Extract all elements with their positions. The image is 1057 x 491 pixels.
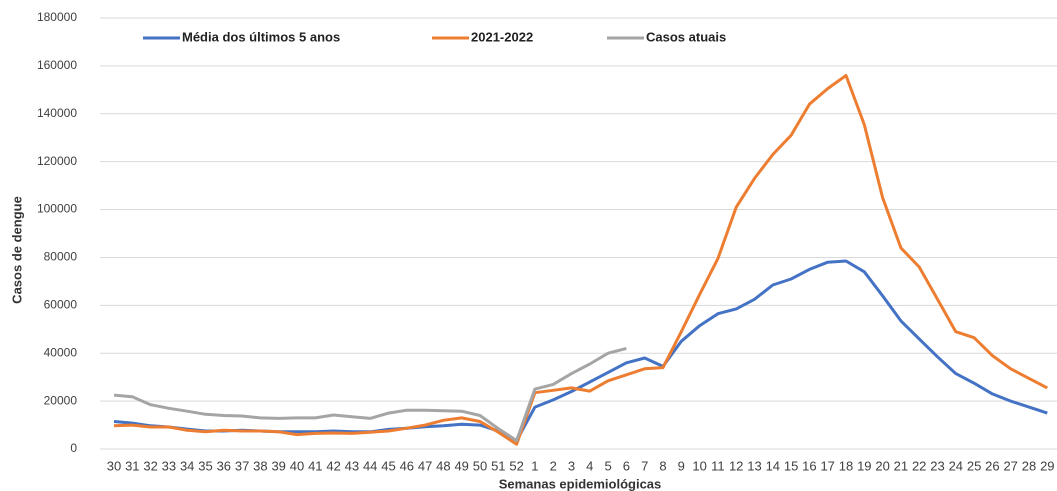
x-tick-label: 7 xyxy=(641,458,648,473)
x-tick-label: 10 xyxy=(692,458,706,473)
legend-label: Média dos últimos 5 anos xyxy=(182,29,340,44)
x-tick-label: 20 xyxy=(875,458,889,473)
x-tick-label: 23 xyxy=(930,458,944,473)
x-tick-label: 47 xyxy=(418,458,432,473)
x-tick-label: 33 xyxy=(162,458,176,473)
y-tick-label: 40000 xyxy=(44,345,78,359)
x-tick-label: 31 xyxy=(125,458,139,473)
x-tick-label: 15 xyxy=(784,458,798,473)
x-tick-label: 27 xyxy=(1003,458,1017,473)
x-axis-title: Semanas epidemiológicas xyxy=(499,476,662,491)
y-tick-label: 120000 xyxy=(37,154,77,168)
x-tick-label: 32 xyxy=(143,458,157,473)
x-tick-label: 4 xyxy=(586,458,593,473)
legend-label: Casos atuais xyxy=(646,29,726,44)
x-tick-label: 43 xyxy=(345,458,359,473)
x-tick-label: 48 xyxy=(436,458,450,473)
x-tick-label: 41 xyxy=(308,458,322,473)
x-tick-label: 22 xyxy=(912,458,926,473)
x-tick-label: 37 xyxy=(235,458,249,473)
y-axis-title: Casos de dengue xyxy=(9,196,24,304)
y-tick-label: 180000 xyxy=(37,10,77,24)
x-tick-label: 11 xyxy=(711,458,725,473)
y-tick-label: 140000 xyxy=(37,106,77,120)
x-tick-label: 38 xyxy=(253,458,267,473)
x-tick-label: 9 xyxy=(678,458,685,473)
y-tick-label: 60000 xyxy=(44,298,78,312)
legend-label: 2021-2022 xyxy=(471,29,533,44)
x-tick-label: 34 xyxy=(180,458,194,473)
x-tick-label: 28 xyxy=(1022,458,1036,473)
x-tick-label: 29 xyxy=(1040,458,1054,473)
x-tick-label: 49 xyxy=(454,458,468,473)
x-tick-label: 45 xyxy=(381,458,395,473)
x-tick-label: 51 xyxy=(491,458,505,473)
x-tick-label: 16 xyxy=(802,458,816,473)
x-tick-label: 2 xyxy=(550,458,557,473)
x-tick-label: 42 xyxy=(326,458,340,473)
series-line xyxy=(113,74,1048,446)
x-tick-label: 21 xyxy=(894,458,908,473)
x-tick-label: 18 xyxy=(839,458,853,473)
x-tick-label: 40 xyxy=(290,458,304,473)
x-tick-label: 30 xyxy=(107,458,121,473)
x-tick-label: 50 xyxy=(473,458,487,473)
x-tick-label: 26 xyxy=(985,458,999,473)
x-tick-label: 12 xyxy=(729,458,743,473)
x-tick-label: 36 xyxy=(217,458,231,473)
y-tick-label: 160000 xyxy=(37,58,77,72)
x-tick-label: 24 xyxy=(949,458,963,473)
y-tick-label: 100000 xyxy=(37,202,77,216)
y-tick-label: 20000 xyxy=(44,393,78,407)
x-tick-label: 35 xyxy=(198,458,212,473)
x-tick-label: 19 xyxy=(857,458,871,473)
series-line xyxy=(113,259,1048,443)
x-tick-label: 14 xyxy=(766,458,780,473)
x-tick-label: 6 xyxy=(623,458,630,473)
x-tick-label: 5 xyxy=(604,458,611,473)
x-tick-label: 17 xyxy=(820,458,834,473)
series-line xyxy=(113,346,627,443)
x-tick-label: 39 xyxy=(271,458,285,473)
x-tick-label: 1 xyxy=(531,458,538,473)
x-tick-label: 3 xyxy=(568,458,575,473)
x-tick-label: 44 xyxy=(363,458,377,473)
y-tick-label: 80000 xyxy=(44,250,78,264)
x-tick-label: 13 xyxy=(747,458,761,473)
x-tick-label: 52 xyxy=(509,458,523,473)
y-tick-label: 0 xyxy=(70,441,77,455)
x-tick-label: 25 xyxy=(967,458,981,473)
x-tick-label: 8 xyxy=(659,458,666,473)
x-tick-label: 46 xyxy=(400,458,414,473)
